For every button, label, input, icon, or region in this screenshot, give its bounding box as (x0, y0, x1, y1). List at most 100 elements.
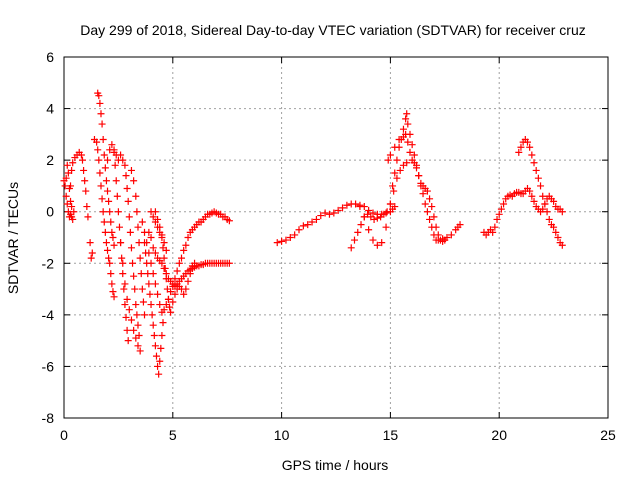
data-point (410, 159, 418, 167)
data-point (365, 226, 373, 234)
data-point (136, 254, 144, 262)
data-point (158, 331, 166, 339)
data-point (142, 249, 150, 257)
data-point (123, 326, 131, 334)
data-point (282, 236, 290, 244)
data-point (159, 319, 167, 327)
data-point (132, 301, 140, 309)
data-point (396, 166, 404, 174)
data-point (171, 290, 179, 298)
data-point (370, 215, 378, 223)
series-s08 (117, 239, 142, 350)
data-point (391, 203, 399, 211)
data-point (180, 290, 188, 298)
series-s14 (151, 208, 170, 254)
data-point (104, 156, 112, 164)
data-point (278, 237, 286, 245)
data-point (526, 187, 534, 195)
data-point (430, 213, 438, 221)
data-point (382, 223, 390, 231)
data-point (133, 208, 141, 216)
data-point (67, 197, 75, 205)
data-point (162, 246, 170, 254)
data-point (491, 223, 499, 231)
series-s11 (141, 239, 167, 378)
data-point (171, 275, 179, 283)
data-point (78, 156, 86, 164)
series-s20 (515, 136, 566, 249)
data-point (99, 208, 107, 216)
data-point (134, 342, 142, 350)
data-point (119, 156, 127, 164)
data-point (111, 161, 119, 169)
data-point (121, 161, 129, 169)
data-point (93, 138, 101, 146)
data-point (493, 215, 501, 223)
data-point (489, 228, 497, 236)
data-point (456, 221, 464, 229)
data-point (120, 285, 128, 293)
data-point (107, 218, 115, 226)
data-point (554, 234, 562, 241)
data-point (384, 156, 392, 164)
data-point (83, 203, 91, 211)
data-point (133, 311, 141, 319)
data-point (299, 222, 307, 230)
data-point (393, 156, 401, 164)
data-point (393, 174, 401, 182)
data-point (155, 370, 163, 378)
series-s18 (384, 130, 449, 245)
data-point (70, 208, 78, 216)
data-point (126, 228, 134, 236)
data-point (101, 164, 109, 172)
x-tick-label: 10 (274, 427, 290, 443)
data-point (82, 187, 90, 195)
data-point (80, 166, 88, 174)
data-point (149, 244, 157, 252)
data-point (175, 259, 183, 267)
data-point (541, 200, 549, 208)
data-point (132, 192, 140, 200)
data-point (395, 136, 403, 144)
data-point (94, 146, 102, 154)
data-point (347, 244, 355, 252)
y-tick-label: 2 (46, 152, 54, 168)
data-point (156, 357, 164, 365)
y-tick-label: -4 (42, 307, 55, 323)
data-point (423, 208, 431, 216)
data-point (117, 151, 125, 159)
x-tick-label: 20 (491, 427, 507, 443)
data-point (69, 159, 77, 167)
data-point (100, 218, 108, 226)
data-point (99, 136, 107, 144)
data-point (321, 209, 329, 217)
data-point (402, 115, 410, 123)
data-point (497, 205, 505, 213)
data-point (130, 177, 138, 185)
data-point (423, 187, 431, 195)
data-point (339, 204, 347, 212)
data-point (534, 174, 542, 182)
data-point (532, 166, 540, 174)
data-point (386, 151, 394, 159)
data-point (122, 172, 130, 180)
data-point (130, 272, 138, 280)
data-point (419, 190, 427, 198)
data-point (156, 301, 164, 309)
data-point (356, 203, 364, 211)
data-point (402, 130, 410, 138)
data-point (110, 241, 118, 249)
data-point (131, 285, 139, 293)
series-s13 (147, 208, 199, 316)
x-tick-label: 15 (383, 427, 399, 443)
data-point (149, 213, 157, 221)
data-point (110, 293, 118, 301)
data-point (558, 208, 566, 216)
data-point (104, 246, 112, 254)
data-point (441, 236, 449, 244)
data-point (138, 285, 146, 293)
data-point (134, 223, 142, 231)
data-point (97, 110, 105, 118)
data-point (117, 239, 125, 247)
data-point (147, 301, 155, 309)
